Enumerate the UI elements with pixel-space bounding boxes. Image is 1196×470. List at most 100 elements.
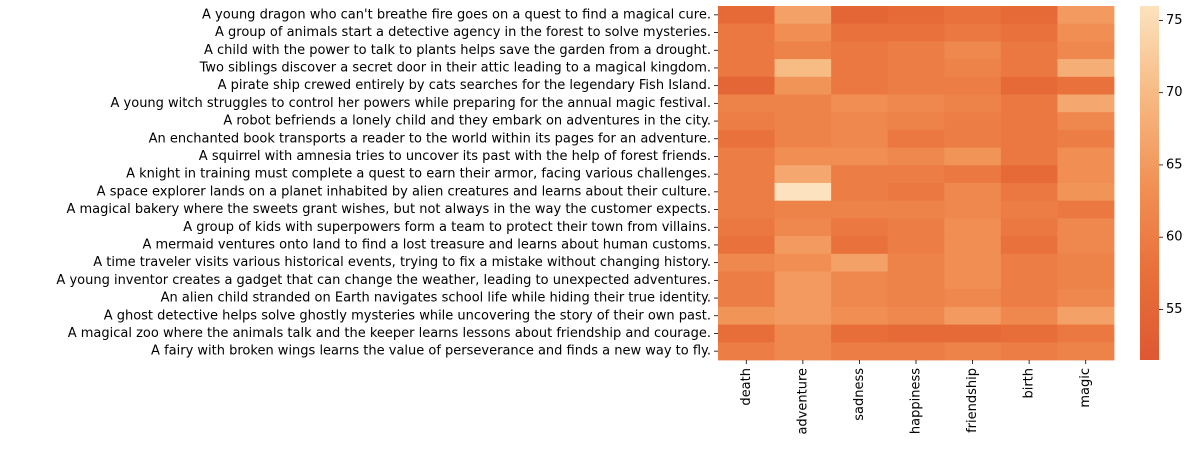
heatmap-cell [718,236,775,255]
heatmap-cell [774,218,832,237]
row-label: A pirate ship crewed entirely by cats se… [218,78,711,93]
heatmap-cell [887,94,945,113]
heatmap-cell [1000,342,1058,361]
heatmap-cell [718,59,775,78]
heatmap-cell [944,200,1002,219]
heatmap-cell [774,6,832,25]
heatmap-cell [1057,41,1115,60]
heatmap-cell [831,94,889,113]
heatmap-cell [1000,165,1058,184]
heatmap-cell [1057,23,1115,42]
heatmap-cell [1057,129,1115,148]
heatmap-cell [887,23,945,42]
heatmap-cell [1057,236,1115,255]
heatmap-cell [831,41,889,60]
row-label: Two siblings discover a secret door in t… [199,60,711,75]
heatmap-cell [774,165,832,184]
heatmap-cell [887,147,945,166]
heatmap-cell [1000,236,1058,255]
heatmap-cell [1057,165,1115,184]
colorbar-gradient [1140,6,1159,360]
heatmap-cell [831,165,889,184]
heatmap-cell [944,289,1002,308]
heatmap-cell [1000,271,1058,290]
heatmap-cell [774,112,832,131]
heatmap-cell [887,165,945,184]
heatmap-cell [774,236,832,255]
column-label: magic [1078,368,1093,408]
heatmap-cell [944,76,1002,95]
column-label: birth [1022,368,1037,399]
row-label: A ghost detective helps solve ghostly my… [104,308,711,323]
row-label: A group of animals start a detective age… [215,25,711,40]
heatmap-cell [887,289,945,308]
heatmap-cell [1000,6,1058,25]
heatmap-cell [1057,59,1115,78]
row-label: An enchanted book transports a reader to… [149,131,711,146]
column-label: happiness [909,368,924,434]
colorbar-tick-label: 60 [1166,230,1183,245]
heatmap-cell [1000,253,1058,272]
heatmap-cell [944,59,1002,78]
heatmap-cell [1000,76,1058,95]
heatmap-cell [718,306,775,325]
column-labels: death adventure sadness happiness friendship… [739,360,1093,435]
heatmap-cell [944,236,1002,255]
heatmap-cell [718,147,775,166]
heatmap-cell [887,253,945,272]
row-label: A child with the power to talk to plants… [204,43,711,58]
heatmap-cell [718,129,775,148]
heatmap-cell [944,112,1002,131]
heatmap-cell [887,306,945,325]
heatmap-cell [774,306,832,325]
heatmap-cell [831,253,889,272]
heatmap-cell [774,76,832,95]
heatmap-cell [774,289,832,308]
row-label: An alien child stranded on Earth navigat… [161,291,711,306]
heatmap-cell [774,23,832,42]
heatmap-cell [887,41,945,60]
heatmap-cell [1057,342,1115,361]
column-label: adventure [795,368,810,435]
column-label: sadness [852,368,867,421]
colorbar-tick-label: 70 [1166,85,1183,100]
heatmap-cell [887,59,945,78]
row-label: A fairy with broken wings learns the val… [151,344,711,359]
heatmap-cell [1000,306,1058,325]
colorbar-tick-label: 55 [1166,302,1183,317]
heatmap-cell [944,306,1002,325]
heatmap-cell [1057,200,1115,219]
heatmap-cell [944,94,1002,113]
heatmap-cell [944,41,1002,60]
heatmap-cell [718,112,775,131]
heatmap-cell [887,342,945,361]
heatmap-cell [887,76,945,95]
heatmap-cell [1000,289,1058,308]
heatmap-cell [718,253,775,272]
heatmap-cell [1000,324,1058,343]
heatmap-cell [944,129,1002,148]
heatmap-cell [774,342,832,361]
heatmap-cell [774,94,832,113]
heatmap-cells [718,6,1115,361]
heatmap-cell [774,129,832,148]
heatmap-cell [718,94,775,113]
heatmap-cell [944,165,1002,184]
heatmap-cell [718,183,775,202]
heatmap-cell [1057,76,1115,95]
colorbar-tick-label: 75 [1166,13,1183,28]
row-label: A mermaid ventures onto land to find a l… [142,237,711,252]
heatmap-cell [831,6,889,25]
heatmap-cell [774,271,832,290]
row-label: A robot befriends a lonely child and the… [223,114,711,129]
heatmap-cell [887,183,945,202]
heatmap-cell [774,41,832,60]
heatmap-cell [1057,94,1115,113]
heatmap-cell [718,342,775,361]
heatmap-cell [831,59,889,78]
heatmap-cell [718,41,775,60]
heatmap-cell [1057,324,1115,343]
row-labels: A young dragon who can't breathe fire go… [56,7,718,359]
heatmap-cell [887,271,945,290]
heatmap-cell [718,165,775,184]
